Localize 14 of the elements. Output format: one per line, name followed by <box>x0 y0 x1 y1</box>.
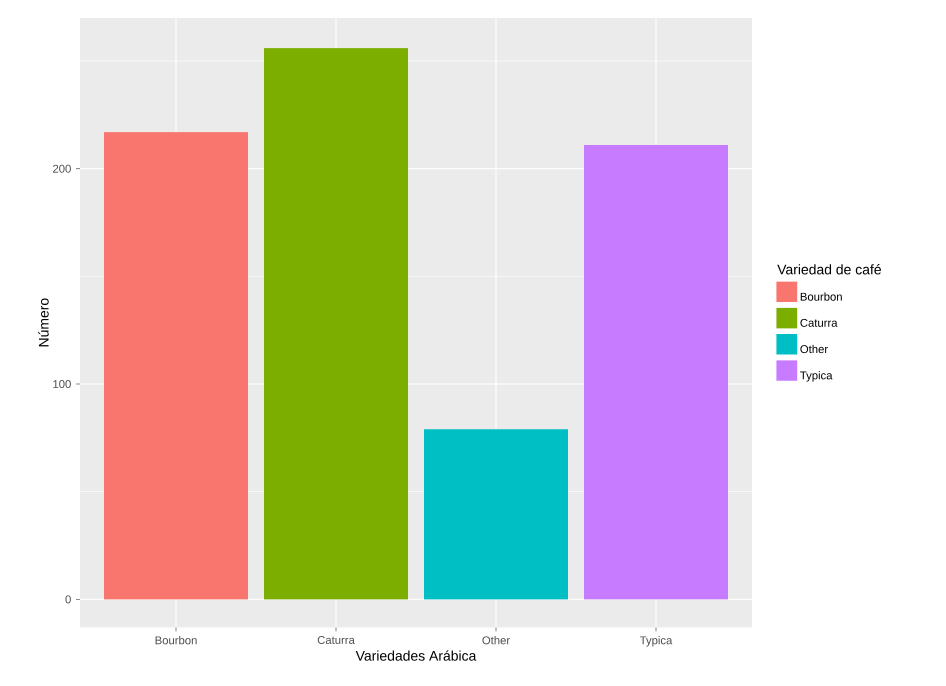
legend-label: Other <box>800 344 828 354</box>
y-tick-label: 100 <box>53 380 71 388</box>
x-tick-label: Typica <box>640 636 672 647</box>
legend-label: Typica <box>800 371 832 382</box>
x-axis-title: Variedades Arábica <box>356 650 476 661</box>
x-tick-label: Bourbon <box>156 636 197 644</box>
x-tick-label: Other <box>482 636 510 644</box>
y-tick-label: 200 <box>53 164 71 173</box>
x-tick-label: Caturra <box>318 636 355 644</box>
legend-label: Bourbon <box>800 292 842 301</box>
y-tick-label: 0 <box>65 595 71 604</box>
legend-label: Caturra <box>800 318 838 327</box>
legend-title: Variedad de café <box>777 264 881 274</box>
y-axis-title: Número <box>38 298 49 346</box>
